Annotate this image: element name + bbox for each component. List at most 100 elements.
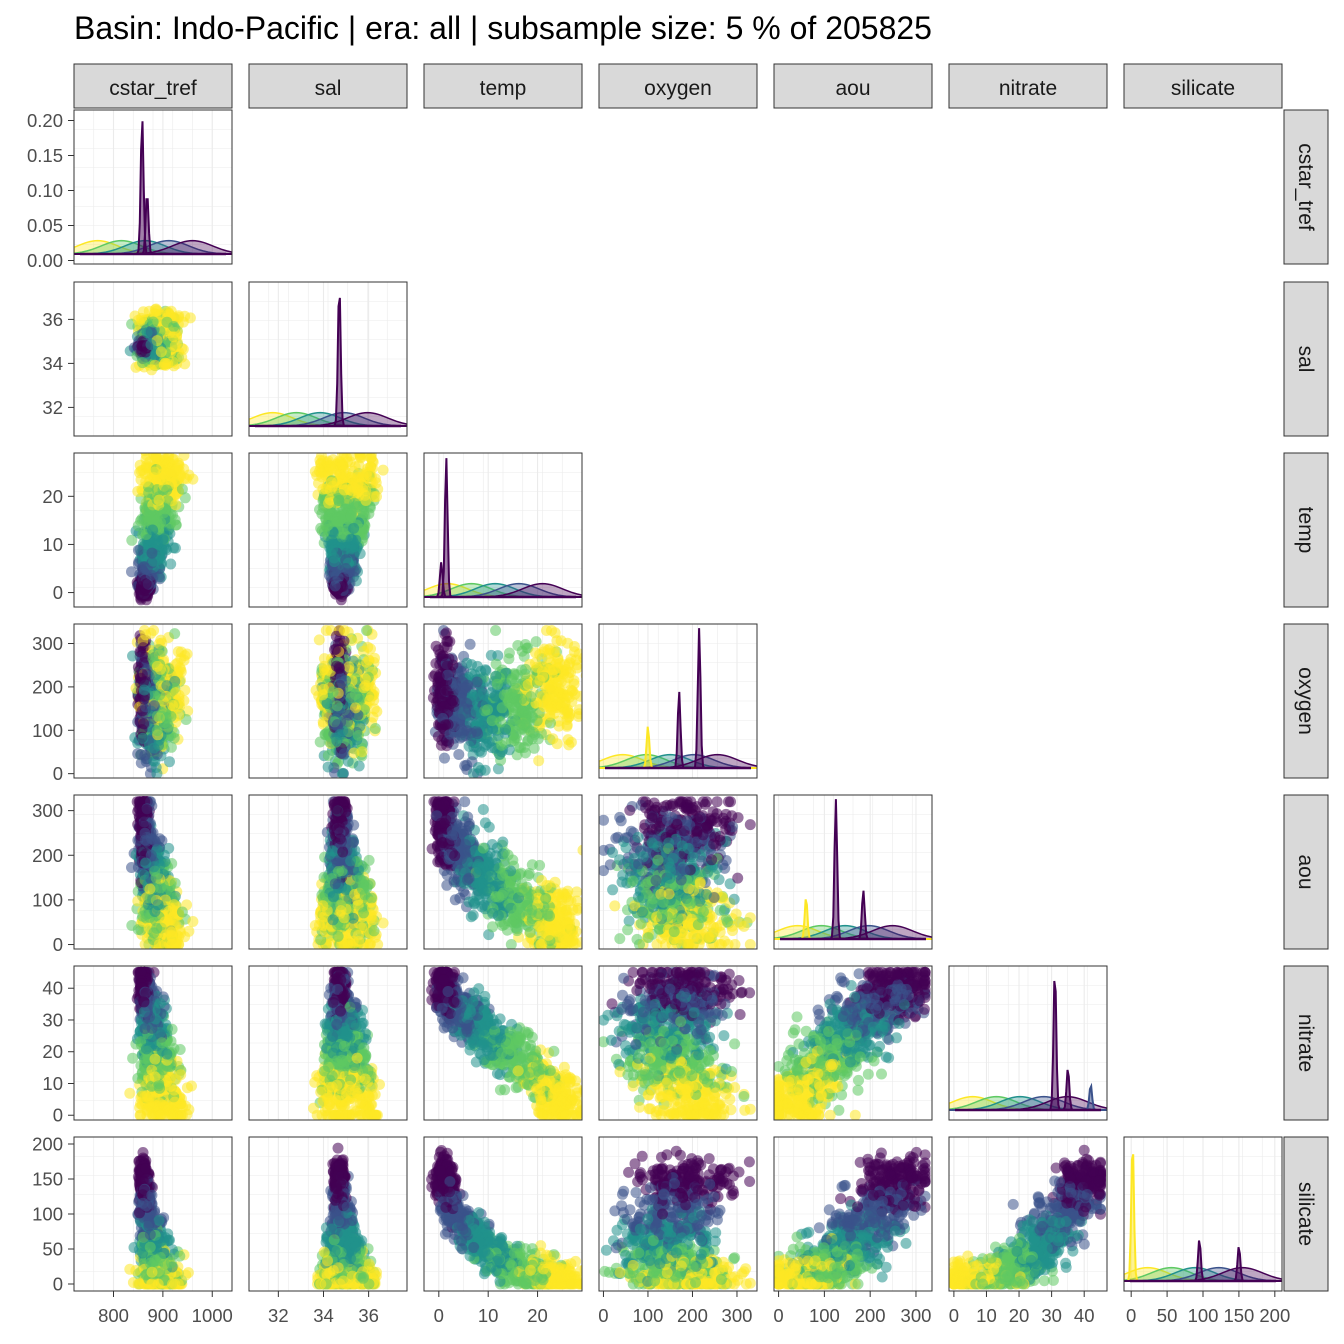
strip-top-label-oxygen: oxygen — [644, 77, 712, 100]
scatter-point — [138, 718, 150, 730]
strip-right-label-oxygen: oxygen — [1294, 667, 1317, 735]
scatter-point — [318, 653, 330, 665]
scatter-point — [369, 723, 381, 734]
scatter-point — [136, 346, 148, 358]
scatter-point — [356, 504, 368, 516]
scatter-point — [360, 485, 372, 497]
scatter-point — [166, 440, 177, 451]
scatter-point — [170, 499, 182, 511]
scatter-point — [168, 331, 179, 343]
scatter-point — [321, 664, 333, 676]
scatter-point — [143, 305, 155, 317]
scatter-point — [345, 533, 357, 545]
scatter-point — [353, 760, 365, 772]
scatter-point — [144, 506, 156, 518]
scatter-point — [348, 522, 360, 534]
strip-right-label-cstar_tref: cstar_tref — [1294, 143, 1317, 231]
scatter-point — [313, 465, 325, 477]
scatter-point — [320, 625, 332, 636]
scatter-point — [175, 666, 187, 678]
scatter-point — [371, 491, 382, 503]
strip-top-label-temp: temp — [480, 77, 527, 100]
scatter-point — [324, 461, 336, 473]
scatter-point — [340, 563, 352, 574]
strip-top-label-aou: aou — [835, 77, 870, 100]
scatter-point — [147, 524, 159, 536]
scatter-point — [360, 495, 372, 506]
scatter-point — [324, 484, 336, 496]
scatter-point — [145, 339, 157, 351]
scatter-point — [338, 748, 350, 760]
scatter-point — [156, 460, 168, 472]
scatter-point — [333, 495, 345, 506]
scatter-point — [330, 660, 342, 672]
scatter-point — [133, 544, 144, 556]
panel-border — [73, 623, 233, 779]
scatter-point — [137, 642, 149, 654]
strip-right-silicate — [1283, 1136, 1329, 1292]
scatter-point — [154, 689, 166, 701]
scatter-point — [332, 512, 344, 524]
scatter-point — [156, 645, 168, 657]
panel-border — [73, 109, 233, 265]
strip-right-sal — [1283, 281, 1329, 437]
scatter-point — [349, 497, 360, 509]
scatter-point — [153, 494, 165, 506]
scatter-point — [343, 661, 355, 673]
scatter-point — [329, 580, 341, 592]
scatter-point — [341, 453, 353, 463]
scatter-point — [354, 720, 366, 732]
scatter-point — [343, 709, 355, 721]
scatter-point — [167, 700, 179, 711]
scatter-point — [164, 439, 175, 450]
scatter-point — [338, 625, 350, 636]
scatter-point — [313, 477, 324, 489]
scatter-point — [169, 476, 181, 488]
panel-border — [248, 281, 408, 437]
scatter-point — [348, 565, 360, 577]
scatter-point — [148, 625, 160, 636]
scatter-point — [151, 768, 163, 778]
scatter-point — [326, 534, 338, 546]
scatter-point — [140, 578, 152, 590]
scatter-point — [490, 625, 502, 636]
scatter-point — [160, 712, 172, 724]
scatter-point — [165, 741, 177, 753]
scatter-point — [321, 698, 333, 709]
scatter-point — [140, 453, 152, 461]
strip-right-label-aou: aou — [1294, 854, 1317, 889]
scatter-point — [148, 472, 160, 484]
scatter-point — [365, 643, 376, 655]
scatter-point — [364, 694, 376, 706]
scatter-point — [138, 684, 150, 696]
scatter-point — [328, 552, 340, 564]
scatter-point — [377, 464, 389, 476]
panel-cstar_tref-vs-cstar_tref — [73, 109, 233, 265]
strip-right-nitrate — [1283, 965, 1329, 1121]
strip-top-sal — [248, 63, 408, 109]
scatter-point — [178, 463, 190, 475]
scatter-point — [348, 747, 360, 759]
strip-right-label-nitrate: nitrate — [1294, 1014, 1317, 1072]
scatter-point — [151, 660, 163, 672]
scatter-point — [358, 682, 370, 694]
scatter-point — [350, 702, 361, 714]
scatter-point — [139, 749, 151, 761]
scatter-point — [317, 689, 329, 701]
scatter-point — [170, 687, 182, 699]
strip-top-silicate — [1123, 63, 1283, 109]
scatter-point — [161, 316, 173, 328]
scatter-point — [314, 736, 326, 748]
panel-border — [73, 281, 233, 437]
scatter-point — [323, 497, 335, 509]
scatter-point — [151, 305, 163, 317]
strip-right-cstar_tref — [1283, 109, 1329, 265]
panel-border — [423, 452, 583, 608]
strip-right-label-temp: temp — [1294, 507, 1317, 554]
strip-top-cstar_tref — [73, 63, 233, 109]
scatter-point — [147, 316, 159, 328]
strip-top-nitrate — [948, 63, 1108, 109]
scatter-point — [175, 653, 187, 665]
panel-sal-vs-cstar_tref — [73, 281, 233, 437]
scatter-point — [149, 359, 161, 371]
